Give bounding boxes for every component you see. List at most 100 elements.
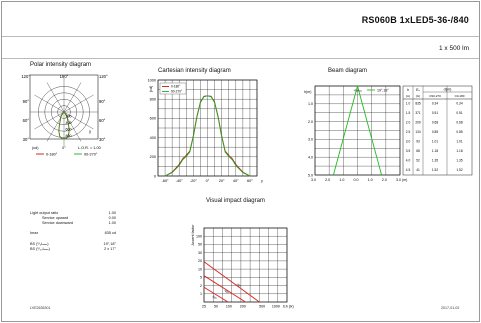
polar-angle-label: 180° <box>60 74 69 79</box>
polar-spoke <box>63 82 82 113</box>
polar-title: Polar intensity diagram <box>30 62 92 68</box>
polar-angle-label: 30° <box>23 137 30 142</box>
cart-x-tick: 20° <box>219 179 225 183</box>
vis-y-label: Accent factor <box>191 224 195 246</box>
beam-table-cell: 1.01 <box>432 140 438 144</box>
vis-x-unit: Eh (lx) <box>283 305 293 309</box>
polar-angle-label: 90° <box>99 99 106 104</box>
cart-x-tick: 60° <box>247 179 253 183</box>
beam-x-tick: 1.0 <box>368 178 373 182</box>
vis-y-tick: 5 <box>200 276 202 280</box>
beam-table-cell: 0.85 <box>432 130 438 134</box>
beam-table-cell: 134 <box>415 130 421 134</box>
cart-y-tick: 400 <box>150 136 156 140</box>
beam-table-cell: 4.0 <box>406 159 411 163</box>
cart-y-tick: 800 <box>150 98 156 102</box>
beam-legend-value: 19°,18° <box>377 88 389 92</box>
vis-y-tick: 10 <box>198 267 202 271</box>
polar-angle-label: 60° <box>23 118 30 123</box>
beam-x-tick: 2.0 <box>382 178 387 182</box>
beam-table-cell: 93 <box>416 140 420 144</box>
section-divider <box>2 58 479 59</box>
footer-date: 2017-01-02 <box>441 306 460 310</box>
beam-table-cell: 0.51 <box>456 111 462 115</box>
polar-gamma-label: γ <box>89 129 92 134</box>
light-output-label: Service downward <box>42 220 74 225</box>
beam-line-right <box>357 85 383 176</box>
beam-table-cell: 0.34 <box>456 102 462 106</box>
beam-table-subheader: C0-180 <box>455 94 465 98</box>
vis-x-tick: 50 <box>214 305 218 309</box>
vis-y-tick: 30 <box>198 251 202 255</box>
beam-y-tick: 2.0 <box>308 120 313 124</box>
polar-ring-label: 800 <box>66 134 72 138</box>
beam-table-cell: 0.68 <box>432 121 438 125</box>
polar-spoke <box>63 111 94 130</box>
beam-table-cell: 2.5 <box>406 130 411 134</box>
cart-y-label: (cd) <box>149 85 153 92</box>
vis-line-label: 20° <box>236 282 243 288</box>
vis-x-tick: 500 <box>259 305 265 309</box>
luminous-flux: 1 x 500 lm <box>439 45 469 52</box>
footer-code: LVE2635301 <box>30 306 51 310</box>
light-output-value: 1.00 <box>108 220 116 225</box>
vis-x-tick: 1000 <box>272 305 280 309</box>
light-output-row: Service downward 1.00 <box>30 220 116 225</box>
beam-table-cell: 1.52 <box>432 168 438 172</box>
beam-table-cell: 3.5 <box>406 149 411 153</box>
polar-ring-label: 400 <box>66 121 72 125</box>
cart-x-tick: 40° <box>233 179 239 183</box>
vis-y-tick: 20 <box>198 259 202 263</box>
cart-x-tick: -40° <box>176 179 183 183</box>
beam-table-cell: 2.0 <box>406 121 411 125</box>
light-output-label: BS (¹/₂Iₘₐₓ) <box>30 242 49 247</box>
polar-spoke <box>34 94 65 113</box>
vis-y-tick: 2 <box>200 284 202 288</box>
beam-y-tick: 4.0 <box>308 156 313 160</box>
vis-x-tick: 25 <box>202 305 206 309</box>
polar-ring-label: 200 <box>66 115 72 119</box>
header-divider <box>2 36 479 37</box>
beam-table-cell: 0.85 <box>456 130 462 134</box>
light-output-label: Imax <box>30 231 39 236</box>
beam-y-tick: 3.0 <box>308 138 313 142</box>
cart-x-label: γ <box>261 179 263 183</box>
cart-y-tick: 200 <box>150 155 156 159</box>
beam-table-subheader: C90-270 <box>429 94 441 98</box>
beam-title: Beam diagram <box>328 68 368 74</box>
beam-x-tick: 1.0 <box>339 178 344 182</box>
vis-frame <box>203 227 288 303</box>
light-output-row: Light output ratio 1.00 <box>30 210 116 215</box>
beam-table-cell: 1.0 <box>406 102 411 106</box>
beam-table-frame <box>402 85 473 176</box>
cart-x-tick: -20° <box>190 179 197 183</box>
light-output-row: Service upward 0.00 <box>30 215 116 220</box>
polar-ring-label: 600 <box>66 127 72 131</box>
beam-table-cell: 1.52 <box>456 168 462 172</box>
polar-angle-label: 120° <box>99 74 108 79</box>
cart-x-tick: 0° <box>206 179 210 183</box>
vis-y-tick: 100 <box>196 235 202 239</box>
beam-legend-label: ¹/₂ₗₘₐₓ <box>354 88 363 92</box>
vis-x-tick: 100 <box>226 305 232 309</box>
polar-angle-label: 60° <box>99 118 106 123</box>
beam-table-header: d(m) <box>444 88 453 92</box>
beam-table-cell: 3.0 <box>406 140 411 144</box>
polar-unit-label: (cd) <box>32 146 39 150</box>
vis-y-tick: 1 <box>200 292 202 296</box>
vis-impact-line <box>203 261 260 303</box>
polar-angle-label: 120° <box>21 74 30 79</box>
visual-title: Visual impact diagram <box>206 198 265 204</box>
beam-table-cell: 835 <box>415 102 421 106</box>
beam-table-cell: 68 <box>416 149 420 153</box>
beam-x-tick: 2.0 <box>325 178 330 182</box>
beam-y-tick: 5.0 <box>308 173 313 177</box>
beam-table-cell: 0.51 <box>432 111 438 115</box>
beam-y-tick: 1.0 <box>308 102 313 106</box>
beam-table-cell: 371 <box>415 111 421 115</box>
